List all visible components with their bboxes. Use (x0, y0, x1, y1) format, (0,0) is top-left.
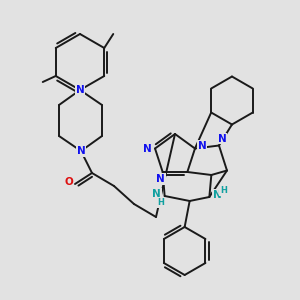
Text: H: H (220, 187, 227, 196)
Text: N: N (156, 174, 165, 184)
Text: N: N (152, 189, 161, 199)
Text: N: N (76, 85, 84, 95)
Text: N: N (76, 146, 85, 156)
Text: H: H (157, 199, 164, 208)
Text: N: N (143, 143, 152, 154)
Text: N: N (213, 190, 222, 200)
Text: O: O (64, 177, 74, 187)
Text: N: N (218, 134, 226, 143)
Text: N: N (198, 140, 206, 151)
